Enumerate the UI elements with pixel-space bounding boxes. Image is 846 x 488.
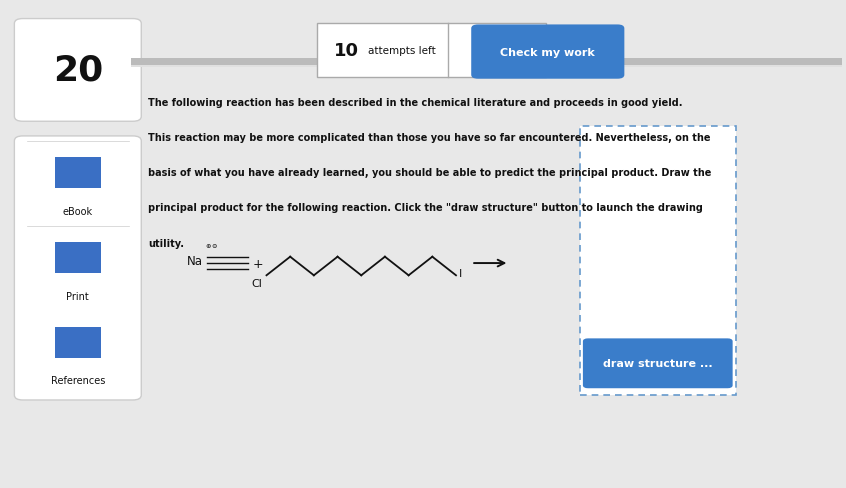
Text: utility.: utility. xyxy=(148,238,184,248)
Bar xyxy=(131,59,842,66)
Bar xyxy=(131,66,842,68)
Text: Na: Na xyxy=(187,255,203,267)
FancyBboxPatch shape xyxy=(317,24,546,78)
Text: $^{\oplus\ominus}$: $^{\oplus\ominus}$ xyxy=(205,244,218,252)
Text: Cl: Cl xyxy=(251,278,262,288)
FancyBboxPatch shape xyxy=(55,243,101,274)
Text: This reaction may be more complicated than those you have so far encountered. Ne: This reaction may be more complicated th… xyxy=(148,133,711,142)
FancyBboxPatch shape xyxy=(580,127,736,395)
FancyBboxPatch shape xyxy=(583,339,733,388)
Text: Print: Print xyxy=(67,291,89,301)
Text: +: + xyxy=(253,257,263,270)
Text: References: References xyxy=(51,376,105,386)
Text: The following reaction has been described in the chemical literature and proceed: The following reaction has been describe… xyxy=(148,98,683,107)
Text: attempts left: attempts left xyxy=(368,46,436,56)
FancyBboxPatch shape xyxy=(471,25,624,80)
FancyBboxPatch shape xyxy=(55,327,101,358)
FancyBboxPatch shape xyxy=(14,137,141,400)
Text: 10: 10 xyxy=(334,42,360,60)
Text: principal product for the following reaction. Click the "draw structure" button : principal product for the following reac… xyxy=(148,203,703,213)
Text: I: I xyxy=(459,268,462,278)
FancyBboxPatch shape xyxy=(55,158,101,189)
Text: draw structure ...: draw structure ... xyxy=(603,359,712,368)
Text: Check my work: Check my work xyxy=(501,47,595,58)
Text: eBook: eBook xyxy=(63,206,93,216)
FancyBboxPatch shape xyxy=(14,20,141,122)
Text: basis of what you have already learned, you should be able to predict the princi: basis of what you have already learned, … xyxy=(148,168,711,178)
Text: 20: 20 xyxy=(52,54,103,88)
